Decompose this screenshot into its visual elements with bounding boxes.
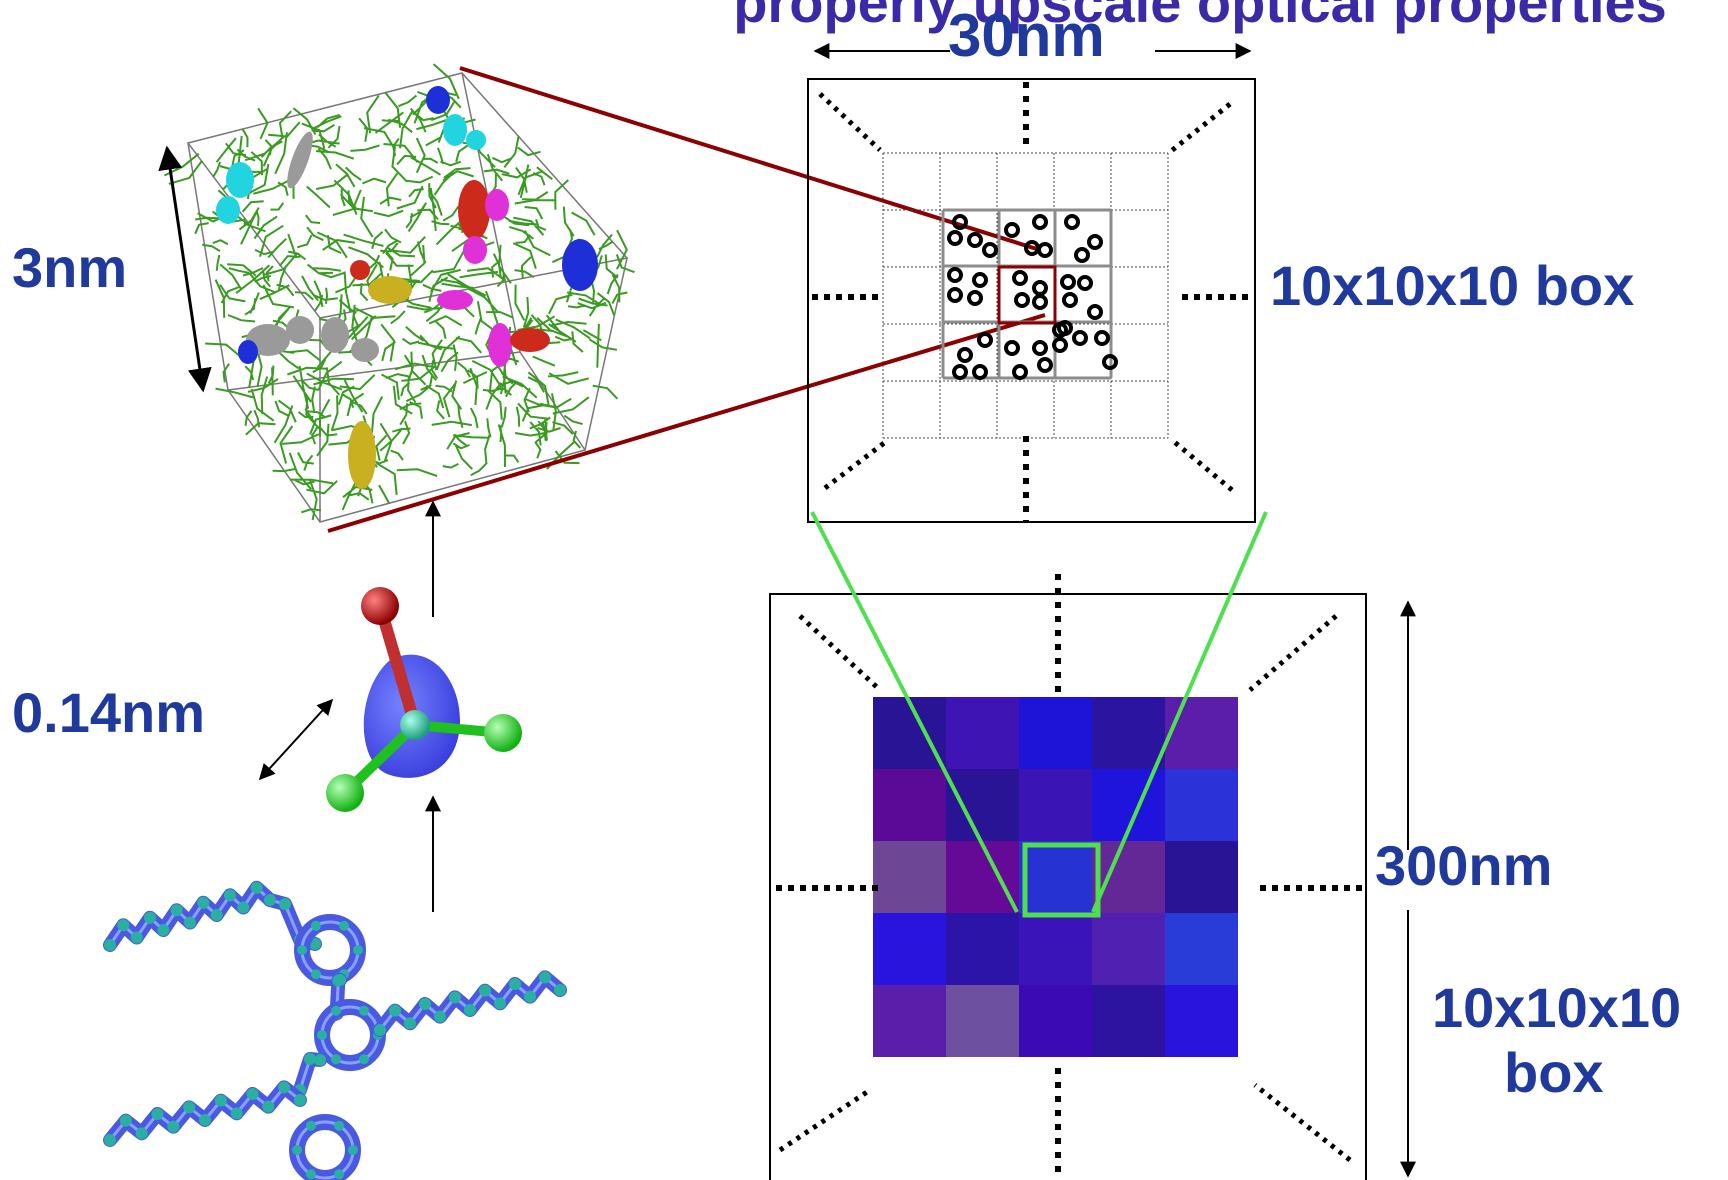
heatmap-cell [1092, 913, 1165, 985]
particle-rings [947, 214, 1118, 380]
middle-box [807, 78, 1256, 523]
heatmap-cell [1165, 913, 1238, 985]
optical-heatmap [873, 697, 1238, 1057]
zoom-line-green-right [1091, 511, 1268, 913]
title-text: properly upscale optical properties [733, 0, 1667, 34]
md-box-cube [163, 63, 635, 523]
heatmap-cell [946, 913, 1019, 985]
heatmap-cell [1092, 697, 1165, 769]
heatmap-cell [946, 769, 1019, 841]
zoom-line-bottom [327, 313, 1046, 533]
heatmap-cell [873, 841, 946, 913]
heatmap-cell [1092, 985, 1165, 1057]
heatmap-cell [1165, 985, 1238, 1057]
heatmap-cell [1019, 841, 1092, 913]
heatmap-cell [873, 913, 946, 985]
heatmap-cell [1019, 985, 1092, 1057]
tetrahedral-molecule-icon [326, 587, 522, 812]
heatmap-cell [1019, 769, 1092, 841]
bottom-box [769, 574, 1367, 1180]
heatmap-cell [1165, 697, 1238, 769]
bond-scale-label: 0.14nm [12, 681, 205, 744]
middle-box-label: 10x10x10 box [1270, 254, 1635, 317]
heatmap-cell [873, 769, 946, 841]
bottom-box-label-line2: box [1504, 1041, 1604, 1104]
heatmap-cell [1092, 841, 1165, 913]
heatmap-cell [1165, 769, 1238, 841]
bottom-scale-label: 300nm [1375, 834, 1553, 897]
heatmap-cell [873, 985, 946, 1057]
heatmap-cell [946, 841, 1019, 913]
heatmap-cell [1165, 841, 1238, 913]
height-3nm-arrow [158, 145, 212, 393]
top-scale-label: 30nm [948, 2, 1105, 69]
heatmap-cell [1019, 697, 1092, 769]
heatmap-cell [946, 985, 1019, 1057]
heatmap-cell [873, 697, 946, 769]
left-scale-label: 3nm [12, 236, 128, 299]
polymer-chain-icon [103, 880, 567, 1180]
bottom-box-label-line1: 10x10x10 [1432, 976, 1682, 1039]
heatmap-cell [946, 697, 1019, 769]
solute-clusters [216, 86, 598, 489]
zoom-line-green-left [810, 511, 1019, 913]
bond-length-arrow [258, 698, 334, 781]
heatmap-cell [1019, 913, 1092, 985]
